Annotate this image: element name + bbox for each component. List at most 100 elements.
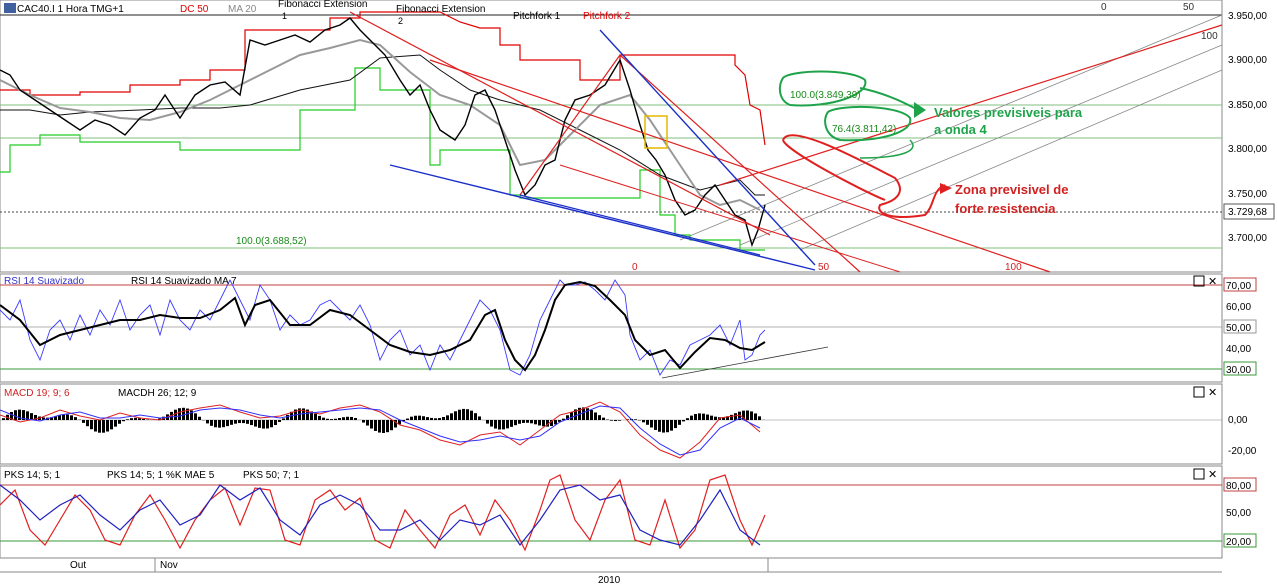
rsi-close-icon[interactable]: ✕	[1208, 276, 1217, 288]
macd-window-controls[interactable]: ✕	[1193, 386, 1217, 399]
rsi-tick: 30,00	[1226, 365, 1251, 376]
macd-histogram-bar	[546, 420, 549, 427]
rsi-trendline	[661, 346, 829, 379]
macd-red-line	[0, 401, 761, 459]
macd-histogram-bar	[234, 420, 237, 424]
stoch-red-line	[0, 474, 766, 552]
rsi-label-1[interactable]: RSI 14 Suavizado	[4, 276, 84, 287]
macd-histogram-bar	[222, 420, 225, 428]
stoch-window-controls[interactable]: ✕	[1193, 468, 1217, 481]
stoch-tick: 50,00	[1226, 508, 1251, 519]
stoch-tick-labels: 80,00 50,00 20,00	[1223, 477, 1257, 548]
macd-histogram-bar	[478, 416, 481, 420]
macd-histogram-bar	[326, 418, 329, 420]
macd-histogram-bar	[350, 416, 353, 420]
macd-histogram-bar	[702, 413, 705, 420]
macd-histogram-bar	[362, 420, 365, 423]
macd-histogram-bar	[594, 412, 597, 420]
moving-average	[0, 38, 761, 211]
macd-histogram-bar	[502, 420, 505, 430]
macd-histogram-bar	[582, 407, 585, 420]
rsi-ma-line	[0, 280, 766, 372]
macd-histogram-bar	[666, 420, 669, 433]
macd-histogram-bar	[58, 415, 61, 420]
macd-histogram-bar	[498, 420, 501, 430]
pitchfork-red-mid	[429, 59, 1051, 273]
macd-histogram-bar	[538, 420, 541, 426]
pitchfork-1-label[interactable]: Pitchfork 1	[513, 11, 561, 22]
pitchfork-blue-lower	[389, 164, 816, 271]
macd-histogram-bar	[402, 420, 405, 422]
xaxis-year: 2010	[598, 575, 621, 586]
dc-label[interactable]: DC 50	[180, 4, 209, 15]
macd-histogram-bar	[50, 417, 53, 420]
macd-histogram-bar	[98, 420, 101, 433]
macd-histogram-bar	[342, 417, 345, 420]
rsi-maximize-icon[interactable]	[1193, 275, 1205, 287]
rsi-label-2[interactable]: RSI 14 Suavizado MA 7	[131, 276, 237, 287]
macd-histogram-bar	[34, 414, 37, 420]
macd-histogram-bar	[138, 418, 141, 420]
stoch-label-2[interactable]: PKS 14; 5; 1 %K MAE 5	[107, 470, 215, 481]
pitchfork-2-label[interactable]: Pitchfork 2	[583, 11, 631, 22]
macd-histogram-bar	[418, 415, 421, 420]
stoch-tick: 80,00	[1226, 481, 1251, 492]
fib-ext-label-2[interactable]: Fibonacci Extension	[396, 4, 486, 15]
stoch-maximize-icon[interactable]	[1193, 468, 1205, 480]
macd-histogram-bar	[186, 408, 189, 420]
macd-close-icon[interactable]: ✕	[1208, 387, 1217, 399]
symbol-label[interactable]: CAC40.I 1 Hora TMG+1	[17, 4, 124, 15]
stoch-tick: 20,00	[1226, 537, 1251, 548]
macd-histogram-bar	[738, 411, 741, 420]
macd-histogram-bar	[450, 413, 453, 420]
rsi-window-controls[interactable]: ✕	[1193, 275, 1217, 288]
macd-histogram-bar	[598, 415, 601, 420]
annotation-red-zone	[782, 134, 946, 218]
macd-histogram-bar	[366, 420, 369, 426]
macd-histogram-bar	[334, 418, 337, 420]
macd-histogram-bar	[66, 414, 69, 420]
macd-maximize-icon[interactable]	[1193, 386, 1205, 398]
macd-histogram-bar	[158, 418, 161, 420]
macd-histogram-bar	[210, 420, 213, 426]
macd-histogram-bar	[714, 416, 717, 420]
macd-histogram-bar	[722, 417, 725, 420]
annotation-green-ellipse-1	[778, 70, 867, 107]
gray-fork-line-2	[739, 44, 1223, 246]
macd-histogram-bar	[242, 420, 245, 424]
macd-histogram-bar	[226, 420, 229, 427]
macd-label-1[interactable]: MACD 19; 9; 6	[4, 388, 70, 399]
pitchfork-red-ext	[719, 24, 1223, 186]
macd-histogram-bar	[690, 415, 693, 420]
macd-histogram-bar	[710, 415, 713, 420]
macd-histogram-bar	[378, 420, 381, 433]
macd-histogram-bar	[634, 419, 637, 420]
pf-top-50: 50	[1183, 2, 1195, 13]
stoch-label-1[interactable]: PKS 14; 5; 1	[4, 470, 61, 481]
fib-76-label: 76.4(3.811,42)	[832, 124, 896, 135]
macd-histogram-bar	[274, 420, 277, 426]
macd-histogram-bar	[10, 412, 13, 420]
ma-label[interactable]: MA 20	[228, 4, 257, 15]
macd-histogram-bar	[302, 408, 305, 420]
macd-histogram-bar	[238, 420, 241, 424]
macd-histogram-bar	[310, 411, 313, 420]
macd-histogram-bar	[490, 420, 493, 427]
macd-histogram-bar	[618, 420, 621, 421]
macd-histogram-bar	[194, 413, 197, 420]
macd-histogram-bar	[406, 418, 409, 420]
annotation-green-curl	[859, 139, 914, 159]
stoch-label-3[interactable]: PKS 50; 7; 1	[243, 470, 300, 481]
fib-ext-label-1[interactable]: Fibonacci Extension	[278, 0, 368, 10]
macd-histogram-bar	[306, 409, 309, 420]
macd-histogram-bar	[214, 420, 217, 428]
macd-blue-line	[0, 405, 761, 456]
macd-label-2[interactable]: MACDH 26; 12; 9	[118, 388, 197, 399]
macd-histogram-bar	[318, 415, 321, 420]
stoch-close-icon[interactable]: ✕	[1208, 469, 1217, 481]
macd-histogram-bar	[670, 420, 673, 431]
macd-histogram-bar	[314, 413, 317, 420]
macd-histogram-bar	[130, 418, 133, 420]
rsi-tick-labels: 70,00 60,00 50,00 40,00 30,00	[1223, 277, 1257, 376]
cfd-badge	[4, 3, 16, 13]
